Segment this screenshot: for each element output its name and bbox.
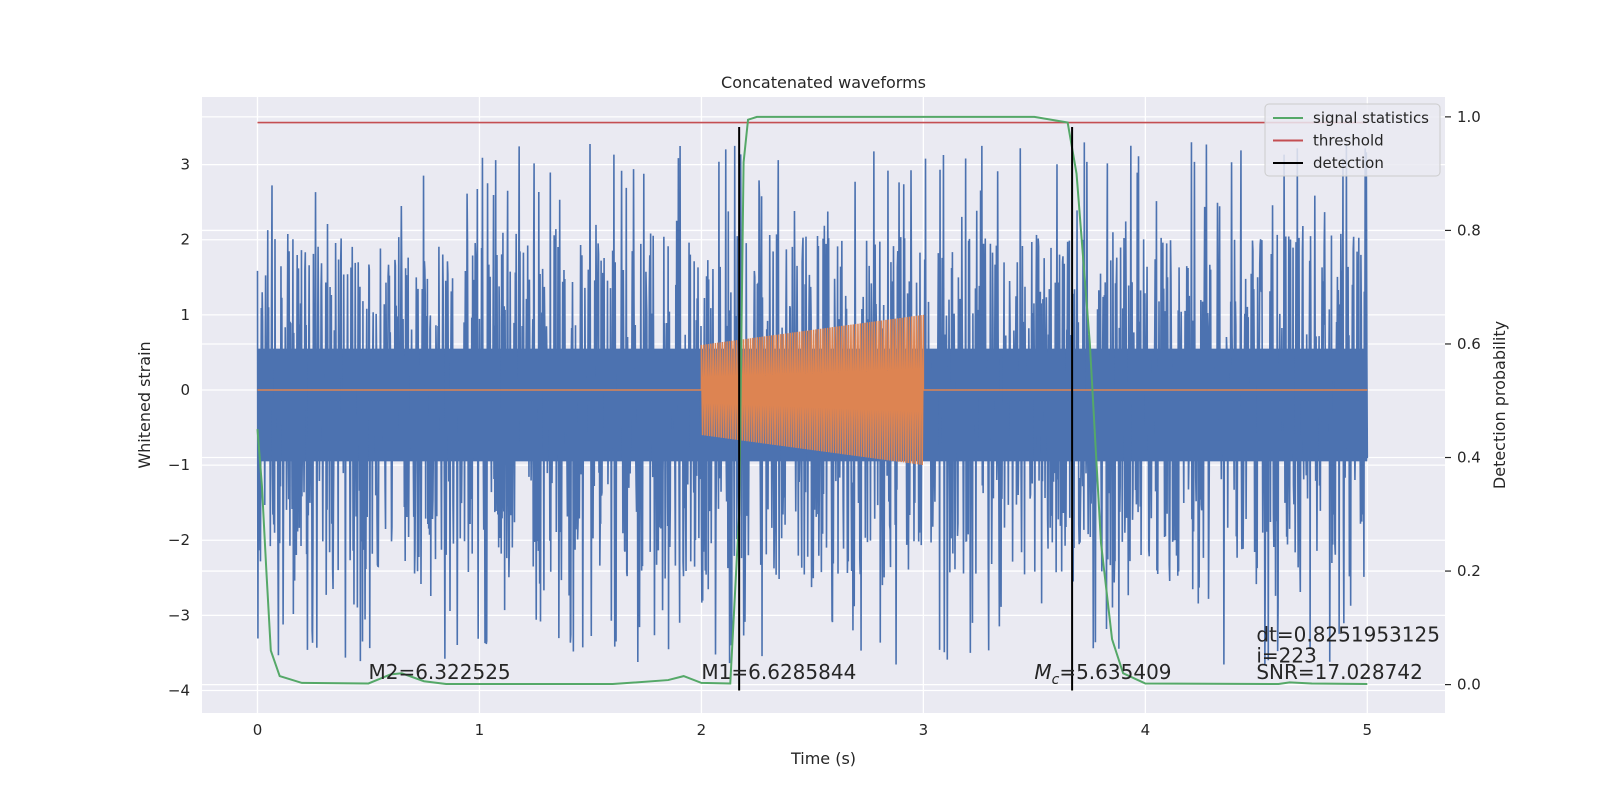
legend-label: signal statistics	[1313, 109, 1429, 127]
series-layer	[256, 115, 1369, 691]
y-tick-label-left: 2	[180, 231, 190, 249]
annotations: M2=6.322525 M1=6.6285844 Mc=5.635409 dt=0.8…	[368, 623, 1439, 689]
x-tick-label: 4	[1141, 721, 1151, 739]
annotation-mc-subscript: c	[1052, 672, 1060, 688]
series-chirp-template	[257, 314, 1368, 465]
y-tick-label-right: 0.4	[1457, 449, 1481, 467]
y-tick-label-left: −2	[168, 531, 190, 549]
y-tick-label-right: 0.8	[1457, 221, 1481, 239]
x-tick-label: 5	[1363, 721, 1373, 739]
annotation-text: i=223	[1256, 644, 1317, 668]
x-tick-label: 1	[475, 721, 485, 739]
annotation-mc-value: =5.635409	[1059, 660, 1171, 684]
annotation-text: dt=0.8251953125	[1256, 623, 1440, 647]
y-tick-label-left: −4	[168, 681, 190, 699]
annotation-text: M2=6.322525	[368, 660, 510, 684]
y-tick-label-right: 0.6	[1457, 335, 1481, 353]
x-tick-label: 2	[697, 721, 707, 739]
y-tick-label-left: 0	[180, 381, 190, 399]
annotation-text: M1=6.6285844	[701, 660, 856, 684]
annotation-mc-symbol: M	[1034, 660, 1051, 684]
chart-title: Concatenated waveforms	[721, 73, 926, 92]
y-tick-label-right: 1.0	[1457, 108, 1481, 126]
y-tick-label-left: 1	[180, 306, 190, 324]
legend: signal statistics threshold detection	[1264, 103, 1441, 177]
x-tick-label: 0	[253, 721, 263, 739]
y-tick-label-left: −1	[168, 456, 190, 474]
y-tick-label-left: 3	[180, 156, 190, 174]
legend-label: detection	[1313, 154, 1384, 172]
x-axis-label: Time (s)	[790, 749, 856, 768]
legend-label: threshold	[1313, 132, 1384, 150]
right-axis: 0.0 0.2 0.4 0.6 0.8 1.0	[1445, 108, 1481, 694]
y-axis-label-right: Detection probability	[1490, 321, 1509, 489]
left-axis: −4 −3 −2 −1 0 1 2 3	[168, 156, 190, 700]
bottom-axis: 0 1 2 3 4 5	[253, 721, 1372, 739]
annotation-text: SNR=17.028742	[1256, 660, 1422, 684]
y-tick-label-left: −3	[168, 606, 190, 624]
x-tick-label: 3	[919, 721, 929, 739]
series-signal-statistics	[256, 115, 1368, 686]
y-axis-label-left: Whitened strain	[135, 341, 154, 468]
legend-box	[1264, 103, 1441, 177]
y-tick-label-right: 0.0	[1457, 676, 1481, 694]
y-tick-label-right: 0.2	[1457, 562, 1481, 580]
annotation-text: Mc=5.635409	[1034, 660, 1171, 688]
